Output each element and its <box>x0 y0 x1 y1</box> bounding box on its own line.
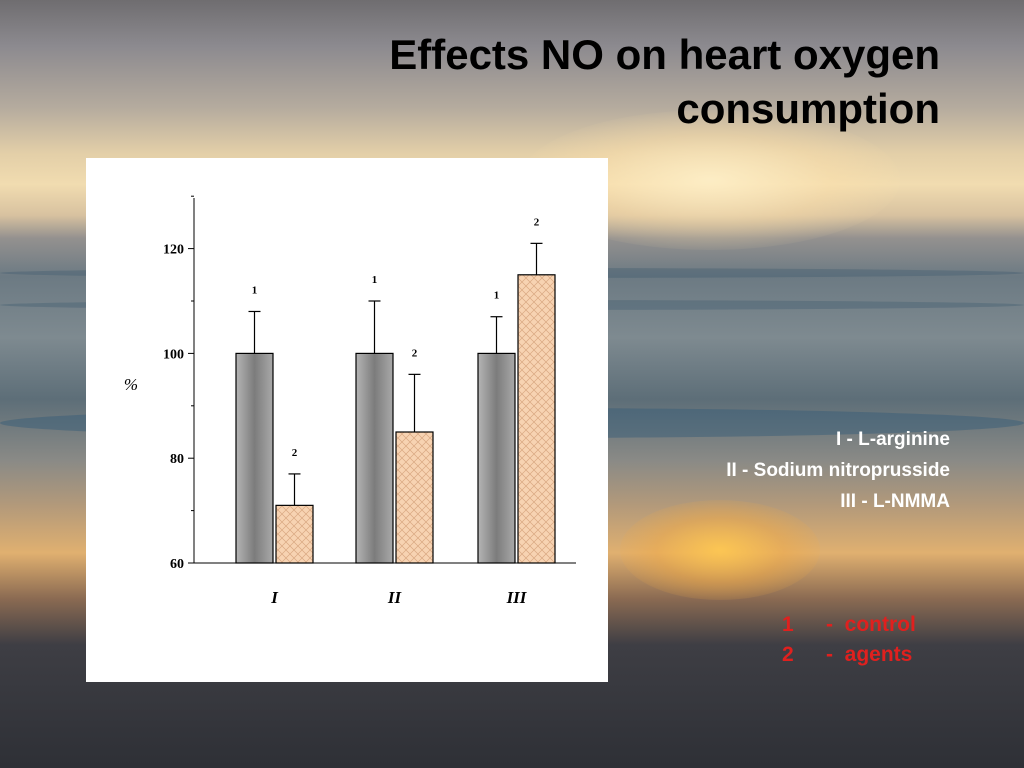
series-legend-item: 1 - control <box>782 610 916 640</box>
series-legend-number: 1 <box>782 613 794 636</box>
bar-series-2 <box>517 274 556 564</box>
bar-data-label: 1 <box>372 274 378 286</box>
chart-panel: 60 80 100 120% 1 2 I 1 2 II 1 2 III <box>86 158 608 682</box>
y-tick-label: 120 <box>163 243 184 258</box>
series-legend-label: control <box>844 613 916 636</box>
series-legend-label: agents <box>844 643 913 666</box>
group-legend-item: III - L-NMMA <box>840 491 950 512</box>
title-line-1: Effects NO on heart oxygen <box>389 31 940 78</box>
y-tick-label: 100 <box>163 347 184 362</box>
bar-data-label: 2 <box>292 447 298 459</box>
series-legend-item: 2 - agents <box>782 640 916 670</box>
x-tick-label: I <box>270 588 279 607</box>
series-legend-separator: - <box>826 643 833 666</box>
bar-series-1 <box>355 352 394 564</box>
bar-data-label: 1 <box>494 290 500 302</box>
series-legend-number: 2 <box>782 643 794 666</box>
x-tick-label: II <box>387 588 403 607</box>
x-tick-label: III <box>506 588 528 607</box>
y-axis-label: % <box>124 375 138 394</box>
bar-data-label: 1 <box>252 284 258 296</box>
bar-data-label: 2 <box>534 216 540 228</box>
bar-chart: 60 80 100 120% 1 2 I 1 2 II 1 2 III <box>124 195 576 607</box>
slide-title: Effects NO on heart oxygen consumption <box>220 28 940 136</box>
title-line-2: consumption <box>676 85 940 132</box>
y-tick-label: 80 <box>170 452 184 467</box>
y-tick-label: 60 <box>170 557 184 572</box>
bar-data-label: 2 <box>412 347 418 359</box>
group-legend-item: II - Sodium nitroprusside <box>726 460 950 481</box>
bar-series-1 <box>477 352 516 564</box>
series-legend-separator: - <box>826 613 833 636</box>
bar-series-2 <box>395 431 434 564</box>
group-legend-item: I - L-arginine <box>836 429 950 450</box>
bar-series-2 <box>275 504 314 564</box>
bar-series-1 <box>235 352 274 564</box>
series-legend: 1 - control 2 - agents <box>782 610 916 670</box>
sun-reflection <box>620 500 820 600</box>
group-legend: I - L-arginine II - Sodium nitroprusside… <box>726 424 950 517</box>
